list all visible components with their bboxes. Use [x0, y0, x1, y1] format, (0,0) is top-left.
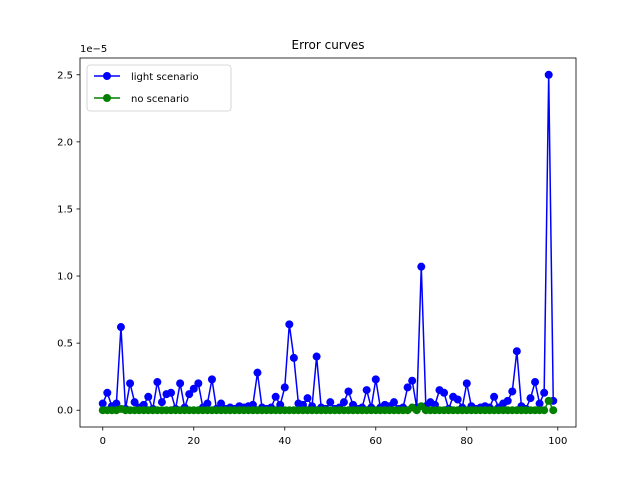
series-0-point-75: [440, 388, 449, 397]
axes-frame: [79, 57, 577, 428]
series-0-point-41: [285, 320, 294, 329]
series-0-point-20: [189, 384, 198, 393]
x-tick-label-0: 0: [100, 436, 106, 447]
x-tick-label-2: 40: [278, 436, 291, 447]
series-0-point-68: [408, 376, 417, 385]
series-1-point-97: [540, 406, 549, 415]
series-0-point-45: [303, 394, 312, 403]
series-0-point-90: [508, 387, 517, 396]
series-0-point-17: [176, 379, 185, 388]
series-0-point-3: [112, 399, 121, 408]
series-0-point-23: [203, 399, 212, 408]
y-offset-label: 1e−5: [80, 44, 107, 55]
legend-label-0: light scenario: [131, 72, 199, 83]
series-0-point-10: [144, 392, 153, 401]
series-0-point-47: [312, 352, 321, 361]
series-0-point-67: [403, 383, 412, 392]
series-0-point-58: [362, 386, 371, 395]
plot-area: 0 20 40 60 80 100 0.0 0.5 1.0 1.5 2.0 2.5 light scen…: [57, 57, 577, 447]
y-tick-label-4: 2.0: [57, 137, 73, 148]
series-0-point-50: [326, 398, 335, 407]
series-0-point-26: [217, 399, 226, 408]
y-tick-label-2: 1.0: [57, 272, 73, 283]
y-tick-label-0: 0.0: [57, 406, 73, 417]
x-tick-label-5: 100: [548, 436, 567, 447]
series-0-point-80: [462, 379, 471, 388]
series-0-point-24: [207, 375, 216, 384]
series-0-point-54: [344, 387, 353, 396]
y-tick-label-3: 1.5: [57, 204, 73, 215]
series-0-point-94: [526, 394, 535, 403]
legend-label-1: no scenario: [131, 94, 189, 105]
series-0-point-96: [535, 399, 544, 408]
series-0-point-89: [503, 396, 512, 405]
x-tick-label-3: 60: [369, 436, 382, 447]
series-0-point-70: [417, 262, 426, 271]
series-0-point-34: [253, 368, 262, 377]
series-0-point-42: [289, 353, 298, 362]
series-1-point-98: [544, 396, 553, 405]
series-0-point-95: [531, 378, 540, 387]
series-0-point-7: [130, 398, 139, 407]
series-0-point-86: [490, 392, 499, 401]
chart-title: Error curves: [292, 38, 365, 52]
series-0-point-38: [271, 392, 280, 401]
series-0-point-6: [126, 379, 135, 388]
series-0-point-13: [157, 398, 166, 407]
legend-marker-1: [103, 94, 111, 102]
series-0-point-98: [544, 70, 553, 79]
x-tick-label-1: 20: [187, 436, 200, 447]
series-0-point-12: [153, 378, 162, 387]
series-0-point-40: [280, 383, 289, 392]
series-0-point-21: [194, 379, 203, 388]
series-0-point-60: [371, 375, 380, 384]
legend-box: [86, 64, 232, 112]
series-0-point-53: [339, 398, 348, 407]
series-0-point-4: [116, 323, 125, 332]
series-0-point-0: [98, 399, 107, 408]
series-1-point-99: [549, 406, 558, 415]
series-0-point-78: [453, 395, 462, 404]
series-0-point-91: [512, 347, 521, 356]
series-0-point-19: [185, 390, 194, 399]
series-0-point-1: [103, 388, 112, 397]
y-tick-label-1: 0.5: [57, 339, 73, 350]
series-0-point-15: [167, 388, 176, 397]
series-0-point-64: [389, 398, 398, 407]
y-tick-label-5: 2.5: [57, 70, 73, 81]
legend-marker-0: [103, 72, 111, 80]
x-tick-label-4: 80: [460, 436, 473, 447]
series-0-point-97: [540, 388, 549, 397]
